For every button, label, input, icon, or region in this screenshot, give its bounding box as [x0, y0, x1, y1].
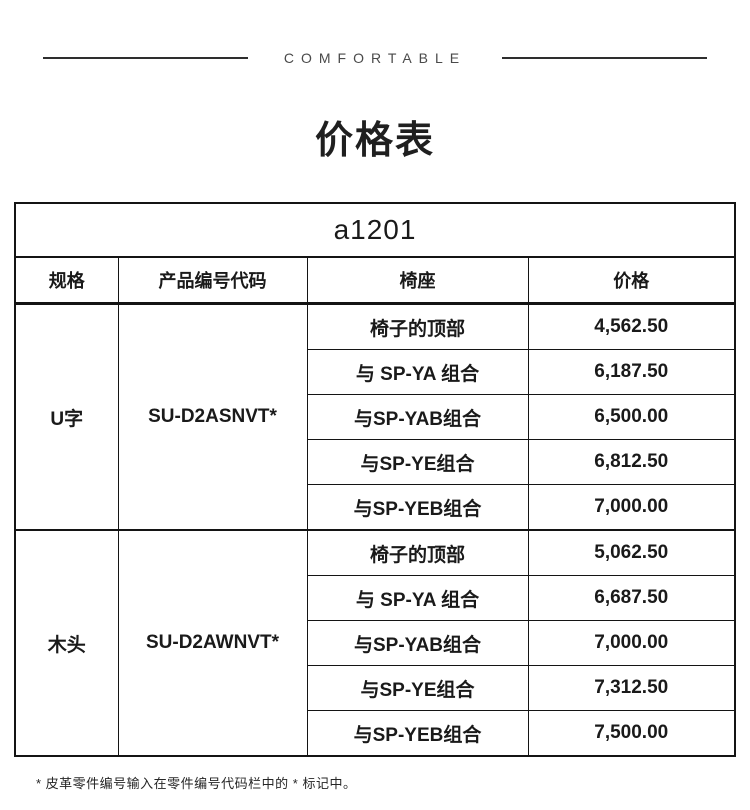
price-cell: 6,187.50 — [527, 349, 736, 395]
price-table: a1201 规格 产品编号代码 椅座 价格 U字 SU-D2ASNVT* 椅子的… — [14, 202, 736, 757]
left-divider-line — [42, 57, 248, 59]
seat-cell: 与SP-YAB组合 — [306, 620, 529, 666]
table-row: 与SP-YEB组合 7,500.00 — [15, 710, 736, 757]
leather-part-footnote: * 皮革零件编号输入在零件编号代码栏中的 * 标记中。 — [36, 776, 357, 791]
table-row: 与SP-YE组合 6,812.50 — [15, 439, 736, 485]
table-row: 与SP-YE组合 7,312.50 — [15, 665, 736, 711]
price-cell: 5,062.50 — [527, 529, 736, 576]
seat-cell: 与SP-YEB组合 — [306, 484, 529, 531]
seat-cell: 与SP-YAB组合 — [306, 394, 529, 440]
brand-label: COMFORTABLE — [283, 50, 467, 66]
model-cell: a1201 — [14, 202, 736, 258]
code-cell: SU-D2AWNVT* — [117, 529, 308, 757]
table-row: 与SP-YAB组合 7,000.00 — [15, 620, 736, 666]
column-header-seat: 椅座 — [306, 256, 529, 305]
page-title: 价格表 — [314, 120, 435, 162]
brand-divider-row: COMFORTABLE — [0, 0, 750, 66]
seat-cell: 与SP-YE组合 — [306, 439, 529, 485]
price-cell: 7,500.00 — [527, 710, 736, 757]
code-cell: SU-D2ASNVT* — [117, 302, 308, 531]
table-row: U字 SU-D2ASNVT* 椅子的顶部 4,562.50 — [14, 302, 736, 531]
column-header-price: 价格 — [527, 256, 736, 305]
column-header-row: 规格 产品编号代码 椅座 价格 — [14, 256, 736, 305]
price-cell: 7,000.00 — [527, 620, 736, 666]
table-row: 与 SP-YA 组合 6,687.50 — [15, 575, 736, 621]
column-header-code: 产品编号代码 — [117, 256, 308, 305]
seat-cell: 椅子的顶部 — [306, 302, 529, 350]
spec-cell: 木头 — [14, 529, 119, 757]
table-row: 与 SP-YA 组合 6,187.50 — [15, 349, 736, 395]
right-divider-line — [502, 57, 708, 59]
price-cell: 4,562.50 — [527, 302, 736, 350]
spec-cell: U字 — [14, 302, 119, 531]
price-cell: 6,500.00 — [527, 394, 736, 440]
price-cell: 7,000.00 — [527, 484, 736, 531]
price-cell: 6,687.50 — [527, 575, 736, 621]
seat-cell: 与 SP-YA 组合 — [306, 349, 529, 395]
seat-cell: 与 SP-YA 组合 — [306, 575, 529, 621]
seat-cell: 椅子的顶部 — [306, 529, 529, 576]
column-header-spec: 规格 — [14, 256, 119, 305]
price-cell: 6,812.50 — [527, 439, 736, 485]
seat-cell: 与SP-YEB组合 — [306, 710, 529, 757]
table-row: 与SP-YEB组合 7,000.00 — [15, 484, 736, 531]
table-row: 与SP-YAB组合 6,500.00 — [15, 394, 736, 440]
price-cell: 7,312.50 — [527, 665, 736, 711]
table-row: 木头 SU-D2AWNVT* 椅子的顶部 5,062.50 — [14, 529, 736, 757]
seat-cell: 与SP-YE组合 — [306, 665, 529, 711]
model-row: a1201 — [14, 202, 736, 258]
